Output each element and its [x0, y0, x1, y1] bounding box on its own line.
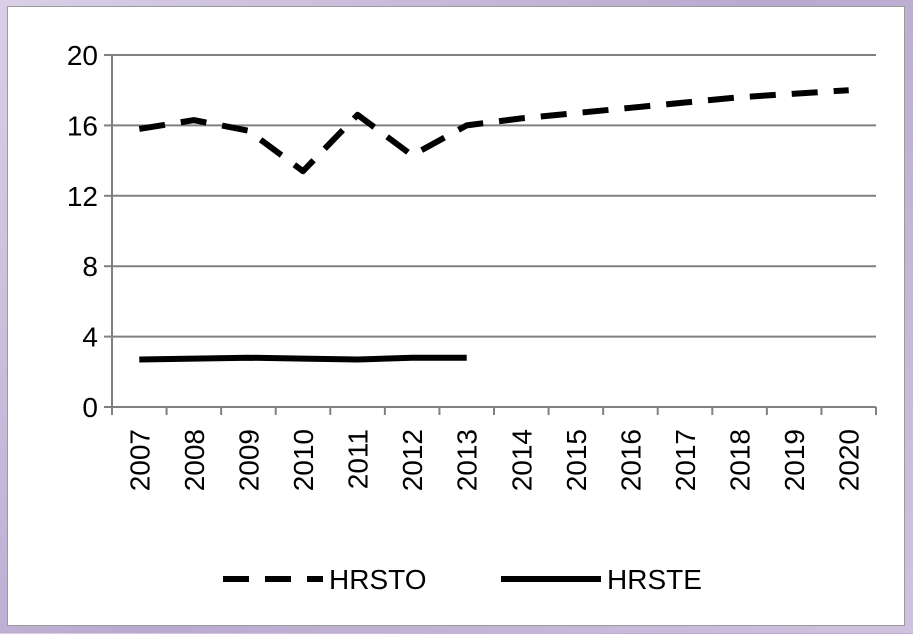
y-tick-label-20: 20: [67, 40, 98, 71]
x-tick-label-2010: 2010: [288, 429, 319, 491]
y-tick-label-8: 8: [82, 251, 98, 282]
x-tick-label-2020: 2020: [834, 429, 865, 491]
y-tick-label-12: 12: [67, 181, 98, 212]
series-line-hrsto: [138, 87, 849, 175]
x-tick-label-2018: 2018: [725, 429, 756, 491]
x-tick-label-2012: 2012: [397, 429, 428, 491]
chart-frame: 0 4 8 12 16 20 2007 2008 2009 2010 2011 2012 2013 201…: [7, 6, 905, 626]
x-tick-label-2013: 2013: [452, 429, 483, 491]
legend: HRSTO HRSTE: [223, 564, 702, 595]
y-tick-label-16: 16: [67, 110, 98, 141]
axes: 0 4 8 12 16 20 2007 2008 2009 2010 2011 2012 2013 201…: [67, 40, 877, 491]
x-tick-label-2019: 2019: [779, 429, 810, 491]
y-tick-label-4: 4: [82, 322, 98, 353]
x-tick-label-2017: 2017: [670, 429, 701, 491]
y-tick-label-0: 0: [82, 392, 98, 423]
x-tick-label-2016: 2016: [615, 429, 646, 491]
series-line-hrste: [139, 354, 467, 363]
series-lines: [138, 87, 849, 363]
x-tick-label-2011: 2011: [343, 429, 374, 489]
legend-label-hrste: HRSTE: [607, 564, 702, 595]
x-tick-label-2015: 2015: [561, 429, 592, 491]
x-tick-label-2014: 2014: [506, 429, 537, 491]
gridlines: [112, 54, 876, 338]
x-tick-label-2008: 2008: [179, 429, 210, 491]
legend-label-hrsto: HRSTO: [329, 564, 427, 595]
x-tick-label-2009: 2009: [233, 429, 264, 491]
x-tick-label-2007: 2007: [124, 429, 155, 491]
